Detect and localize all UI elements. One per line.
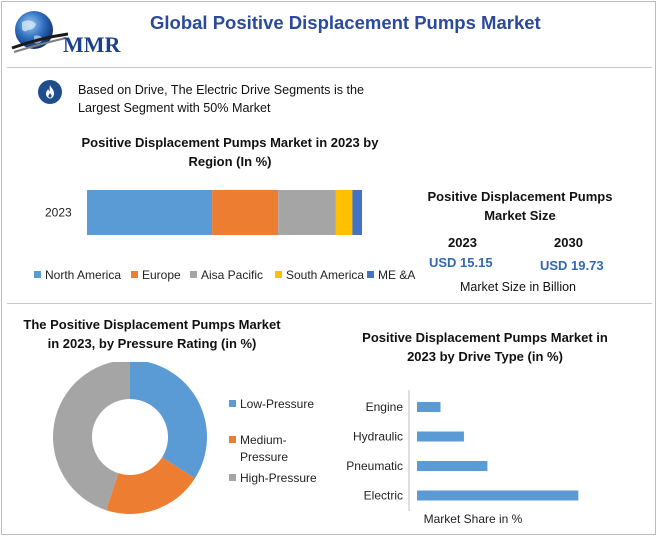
region-legend-swatch-aisa-pacific — [190, 271, 197, 278]
pressure-slice-high-pressure — [53, 362, 130, 511]
region-bar-segment-south-america — [335, 190, 353, 235]
drive-chart-title: Positive Displacement Pumps Market in 20… — [362, 330, 608, 364]
pressure-legend-swatch-medium-pressure — [229, 436, 236, 443]
pressure-legend-swatch-high-pressure — [229, 474, 236, 481]
region-chart-title: Positive Displacement Pumps Market in 20… — [81, 135, 379, 169]
pressure-donut-chart: Low-Pressure Medium-Pressure High-Pressure — [53, 362, 317, 514]
drive-bar-engine — [417, 402, 441, 412]
market-size-value-2023: USD 15.15 — [429, 255, 493, 270]
pressure-slice-low-pressure — [130, 362, 207, 479]
region-legend-label-north-america: North America — [45, 268, 121, 282]
region-legend-swatch-europe — [131, 271, 138, 278]
region-bar-segment-me-a — [352, 190, 362, 235]
region-bar-segment-europe — [212, 190, 279, 235]
region-legend-swatch-south-america — [275, 271, 282, 278]
region-stacked-bar-chart: 2023 North America Europe Aisa Pacific South… — [34, 190, 415, 282]
pressure-chart-title: The Positive Displacement Pumps Market i… — [23, 317, 281, 351]
drive-category-label-pneumatic: Pneumatic — [346, 459, 403, 473]
divider-middle — [7, 303, 652, 304]
region-legend-label-me-a: ME &A — [378, 268, 415, 282]
pressure-slice-medium-pressure — [106, 457, 196, 514]
region-bar-segment-north-america — [87, 190, 213, 235]
drive-category-label-electric: Electric — [364, 489, 403, 503]
flame-icon — [38, 80, 62, 104]
drive-bar-hydraulic — [417, 431, 464, 442]
market-size-year-2030: 2030 — [554, 235, 583, 250]
logo-text: MMR — [63, 32, 121, 57]
drive-category-label-engine: Engine — [366, 400, 404, 414]
pressure-legend-label-low-pressure: Low-Pressure — [240, 397, 314, 411]
divider-top — [7, 67, 652, 68]
market-size-year-2023: 2023 — [448, 235, 477, 250]
drive-bar-pneumatic — [417, 461, 488, 471]
page-title: Global Positive Displacement Pumps Marke… — [150, 12, 541, 33]
pressure-legend-swatch-low-pressure — [229, 400, 236, 407]
drive-x-axis-label: Market Share in % — [424, 512, 523, 526]
drive-bar-electric — [417, 490, 579, 501]
region-legend-label-aisa-pacific: Aisa Pacific — [201, 268, 263, 282]
region-legend-label-south-america: South America — [286, 268, 364, 282]
callout-text: Based on Drive, The Electric Drive Segme… — [78, 83, 365, 115]
pressure-legend-label-high-pressure: High-Pressure — [240, 471, 317, 485]
drive-type-bar-chart: Engine Hydraulic Pneumatic Electric Market S… — [346, 390, 579, 526]
region-legend-swatch-north-america — [34, 271, 41, 278]
pressure-legend-label-medium-pressure: Medium-Pressure — [240, 433, 288, 464]
market-size-value-2030: USD 19.73 — [540, 258, 604, 273]
market-size-title: Positive Displacement Pumps Market Size — [427, 189, 613, 223]
market-size-caption: Market Size in Billion — [459, 280, 576, 294]
region-bar-segment-aisa-pacific — [278, 190, 336, 235]
region-legend-swatch-me-a — [367, 271, 374, 278]
region-legend-label-europe: Europe — [142, 268, 181, 282]
region-category-label: 2023 — [45, 206, 72, 220]
drive-category-label-hydraulic: Hydraulic — [353, 430, 403, 444]
mmr-logo — [11, 11, 69, 53]
